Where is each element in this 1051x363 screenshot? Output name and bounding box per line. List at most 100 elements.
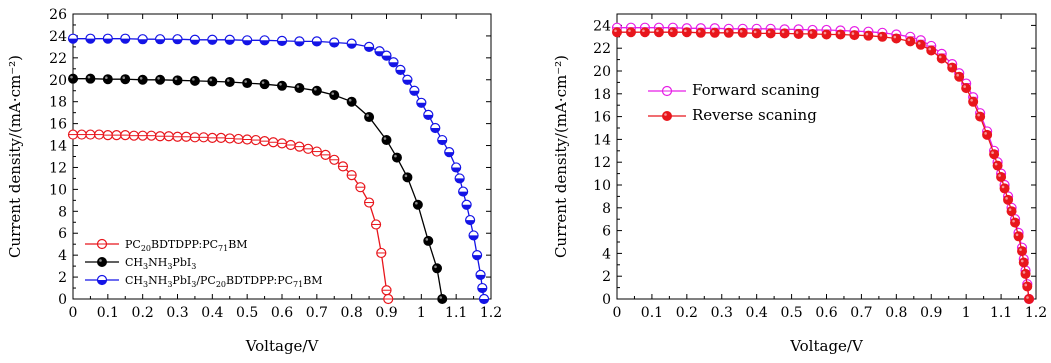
data-point-shine bbox=[1020, 259, 1024, 263]
data-point-shine bbox=[711, 30, 715, 33]
legend-marker-half bbox=[97, 280, 107, 285]
y-tick-label: 4 bbox=[58, 248, 67, 264]
chart-panel-2: 0 0.1 0.2 0.3 0.4 0.5 0.6 0.7 0.8 0.9 1 1.1 1.202468… bbox=[552, 13, 1047, 355]
data-point bbox=[709, 27, 720, 38]
data-point bbox=[1020, 268, 1031, 279]
x-tick-label: 0.5 bbox=[236, 305, 258, 321]
legend-text-part: 3 bbox=[143, 262, 148, 271]
data-point-shine bbox=[865, 32, 869, 36]
legend-text-part: NH bbox=[148, 256, 167, 269]
data-point-half bbox=[437, 140, 447, 145]
data-point-shine bbox=[753, 30, 757, 34]
data-point-shine bbox=[261, 81, 265, 84]
data-point bbox=[653, 27, 664, 38]
x-tick-label: 1 bbox=[962, 305, 971, 321]
x-axis-label: Voltage/V bbox=[789, 337, 864, 355]
data-point-half bbox=[225, 39, 235, 45]
data-point-shine bbox=[122, 76, 126, 80]
data-point-shine bbox=[795, 31, 799, 34]
x-tick-label: 0.4 bbox=[201, 305, 223, 321]
legend-text-part: 20 bbox=[216, 280, 226, 289]
legend-text-part: BM bbox=[228, 238, 247, 251]
legend-text-part: PbI bbox=[172, 274, 191, 287]
y-tick-label: 16 bbox=[593, 110, 611, 126]
data-point bbox=[751, 28, 762, 39]
legend: Forward scaning Reverse scaning bbox=[648, 81, 820, 124]
data-point bbox=[954, 71, 965, 82]
data-point-half bbox=[423, 114, 433, 120]
data-point-half bbox=[85, 38, 95, 44]
x-tick-label: 0.8 bbox=[341, 305, 363, 321]
data-point bbox=[242, 78, 253, 89]
y-axis-label: Current density/(mA·cm⁻²) bbox=[6, 55, 24, 258]
x-tick-label: 1.1 bbox=[990, 305, 1012, 321]
data-point bbox=[1022, 281, 1033, 292]
x-tick-label: 0.6 bbox=[271, 305, 293, 321]
x-tick-label: 0.2 bbox=[676, 305, 698, 321]
data-point bbox=[968, 96, 979, 107]
y-tick-label: 8 bbox=[58, 204, 67, 220]
legend-marker-shine bbox=[664, 113, 667, 116]
legend-entry: CH3​NH3​PbI3​/PC20​BDTDPP:PC71​BM bbox=[125, 274, 323, 289]
data-point bbox=[391, 152, 402, 163]
data-point-half bbox=[430, 128, 440, 133]
y-tick-label: 12 bbox=[593, 155, 611, 171]
data-point-shine bbox=[725, 30, 729, 33]
data-point-half bbox=[382, 55, 391, 61]
data-point bbox=[961, 83, 972, 94]
legend-entry: Forward scaning bbox=[692, 81, 820, 99]
data-point-half bbox=[395, 69, 405, 75]
x-tick-label: 0.5 bbox=[780, 305, 802, 321]
data-point-half bbox=[388, 62, 398, 67]
legend-text-part: BDTDPP:PC bbox=[151, 238, 218, 251]
data-point bbox=[402, 172, 413, 183]
data-point-shine bbox=[366, 114, 369, 117]
data-point-half bbox=[173, 39, 182, 44]
legend-text-part: 3 bbox=[143, 280, 148, 289]
data-point bbox=[137, 74, 148, 85]
data-point bbox=[807, 28, 818, 39]
data-point-shine bbox=[296, 85, 300, 88]
legend-text-part: /PC bbox=[196, 274, 216, 287]
x-tick-label: 0.4 bbox=[746, 305, 768, 321]
legend-text-part: 71 bbox=[218, 244, 228, 253]
series-2 bbox=[68, 73, 448, 304]
data-point-half bbox=[155, 39, 165, 44]
y-tick-label: 18 bbox=[49, 95, 67, 111]
data-point-half bbox=[138, 39, 148, 44]
data-point bbox=[364, 112, 375, 123]
data-point-shine bbox=[434, 265, 437, 269]
legend-text-part: CH bbox=[125, 256, 143, 269]
data-point-shine bbox=[404, 174, 408, 178]
data-point bbox=[835, 29, 846, 40]
data-point bbox=[437, 294, 448, 304]
data-point-shine bbox=[837, 31, 841, 35]
data-point-shine bbox=[157, 76, 160, 80]
data-point-half bbox=[329, 42, 339, 47]
data-point-shine bbox=[698, 30, 701, 33]
data-point bbox=[793, 28, 804, 39]
x-tick-label: 0.9 bbox=[375, 305, 397, 321]
x-tick-label: 1.2 bbox=[480, 305, 502, 321]
data-point bbox=[989, 149, 1000, 160]
y-tick-label: 18 bbox=[593, 87, 611, 103]
y-axis-label: Current density/(mA·cm⁻²) bbox=[552, 55, 570, 258]
y-tick-label: 14 bbox=[49, 139, 67, 155]
data-point bbox=[1017, 246, 1028, 257]
data-point bbox=[1018, 257, 1029, 268]
data-point bbox=[639, 27, 650, 38]
chart-panel-1: 0 0.1 0.2 0.3 0.4 0.5 0.6 0.7 0.8 0.9 1 1.1 1.202468… bbox=[6, 7, 502, 355]
data-point bbox=[612, 27, 622, 38]
legend-text-part: 3 bbox=[191, 262, 196, 271]
data-point-shine bbox=[984, 132, 987, 135]
x-tick-label: 0.1 bbox=[97, 305, 119, 321]
data-point-half bbox=[120, 38, 130, 44]
data-point bbox=[667, 27, 678, 38]
data-point bbox=[1010, 217, 1021, 228]
data-point-shine bbox=[87, 75, 91, 79]
legend-marker bbox=[662, 111, 672, 121]
data-point bbox=[891, 33, 902, 44]
data-point-half bbox=[402, 79, 412, 85]
data-point-shine bbox=[331, 92, 335, 95]
data-point-shine bbox=[938, 55, 942, 59]
